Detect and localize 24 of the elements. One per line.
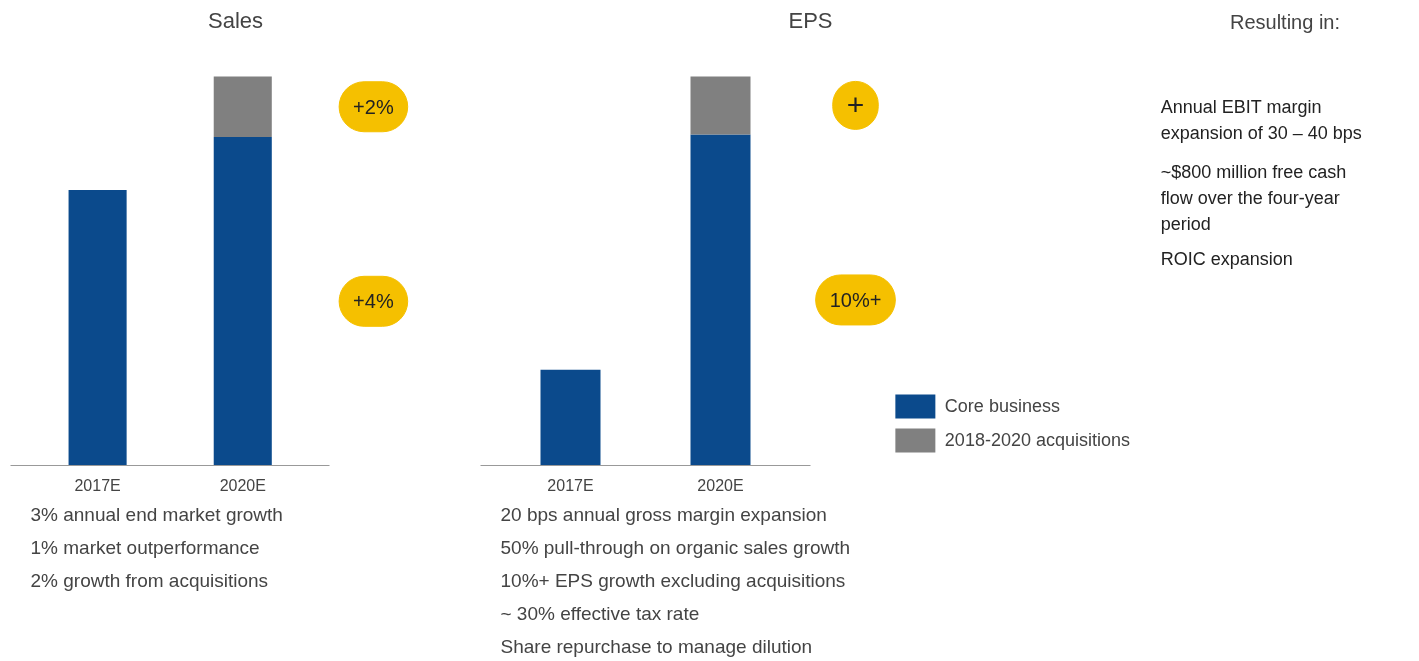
text: 3% annual end market growth [30,503,283,525]
text: +2% [353,95,394,118]
x-tick-label: 2020E [697,476,744,494]
text: Annual EBIT margin expansion of 30 – 40 bps [1160,97,1362,144]
text: 1% market outperformance [30,536,260,558]
text: 20 bps annual gross margin expansion [500,503,827,525]
legend-label: Core business [944,395,1060,417]
x-tick-label: 2020E [219,476,266,494]
text: 10%+ [829,288,882,311]
text: ROIC expansion [1160,249,1293,270]
x-tick-label: 2017E [74,476,121,494]
x-tick-label: 2017E [547,476,594,494]
legend-label: 2018-2020 acquisitions [944,429,1130,451]
text: ~$800 million free cash flow over the four-year period [1160,161,1347,234]
text: Resulting in: [1229,10,1341,33]
chart-title: Sales [207,7,264,33]
text: 10%+ EPS growth excluding acquisitions [500,569,846,591]
text: 50% pull-through on organic sales growth [500,536,851,558]
text: + [846,88,865,122]
text: 2% growth from acquisitions [30,569,269,591]
text: Share repurchase to manage dilution [500,635,813,657]
text: +4% [353,290,394,313]
text: ~ 30% effective tax rate [500,602,700,624]
chart-title: EPS [788,7,833,33]
